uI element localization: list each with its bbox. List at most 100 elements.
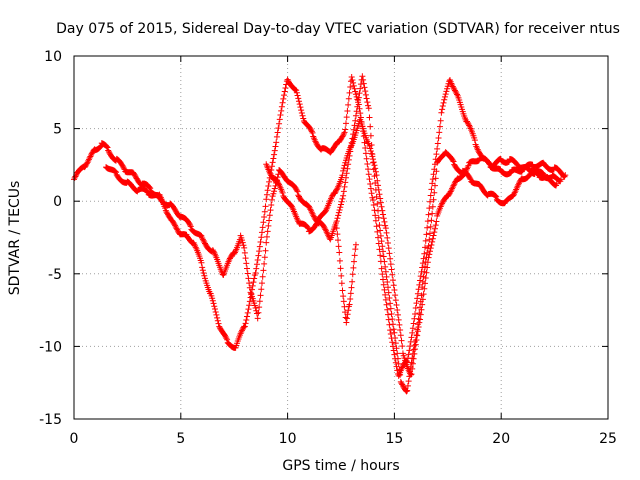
data-point	[293, 89, 300, 96]
data-point	[397, 371, 404, 378]
data-point	[339, 133, 346, 140]
data-point	[294, 188, 301, 195]
data-point	[464, 119, 471, 126]
data-point	[259, 273, 266, 280]
data-point	[407, 371, 414, 378]
data-point	[384, 306, 391, 313]
data-point	[111, 167, 118, 174]
data-point	[377, 252, 384, 259]
data-point	[392, 292, 399, 299]
data-point	[398, 380, 405, 387]
data-point	[344, 107, 351, 114]
data-point	[416, 319, 423, 326]
data-point	[380, 276, 387, 283]
data-point	[263, 196, 270, 203]
data-point	[244, 265, 251, 272]
data-point	[384, 234, 391, 241]
data-point	[272, 143, 279, 150]
data-point	[449, 184, 456, 191]
plot-frame	[73, 55, 609, 420]
data-point	[384, 278, 391, 285]
data-point	[271, 185, 278, 192]
data-point	[246, 284, 253, 291]
data-point	[263, 191, 270, 198]
data-point	[430, 232, 437, 239]
data-point	[280, 95, 287, 102]
data-point	[464, 165, 471, 172]
data-point	[310, 213, 317, 220]
data-point	[432, 175, 439, 182]
data-point	[199, 267, 206, 274]
data-point	[429, 203, 436, 210]
data-point	[359, 73, 366, 80]
data-point	[429, 176, 436, 183]
data-point	[339, 287, 346, 294]
data-point	[336, 206, 343, 213]
data-point	[345, 101, 352, 108]
data-point	[397, 327, 404, 334]
data-point	[340, 298, 347, 305]
data-point	[413, 300, 420, 307]
data-point	[343, 319, 350, 326]
data-point	[389, 321, 396, 328]
data-point	[304, 224, 311, 231]
data-point	[380, 281, 387, 288]
data-point	[431, 225, 438, 232]
data-point	[451, 86, 458, 93]
data-point	[209, 297, 216, 304]
data-point	[323, 227, 330, 234]
data-point	[201, 272, 208, 279]
data-point	[421, 250, 428, 257]
data-point	[250, 279, 257, 286]
data-point	[349, 278, 356, 285]
data-point	[429, 210, 436, 217]
data-point	[376, 222, 383, 229]
data-point	[262, 203, 269, 210]
data-point	[170, 220, 177, 227]
data-point	[511, 191, 518, 198]
data-point	[266, 212, 273, 219]
data-point	[264, 187, 271, 194]
data-point	[261, 208, 268, 215]
data-point	[271, 151, 278, 158]
data-point	[399, 343, 406, 350]
data-point	[380, 248, 387, 255]
data-point	[340, 293, 347, 300]
data-point	[434, 140, 441, 147]
data-point	[388, 266, 395, 273]
data-point	[410, 320, 417, 327]
data-point	[278, 103, 285, 110]
data-point	[271, 147, 278, 154]
data-point	[335, 209, 342, 216]
data-point	[355, 99, 362, 106]
data-point	[307, 206, 314, 213]
data-point	[414, 328, 421, 335]
y-tick-label: -15	[39, 412, 62, 428]
data-point	[338, 272, 345, 279]
data-point	[352, 88, 359, 95]
data-point	[486, 160, 493, 167]
data-point	[266, 217, 273, 224]
data-point	[412, 341, 419, 348]
data-point	[343, 114, 350, 121]
data-point	[341, 129, 348, 136]
data-point	[265, 183, 272, 190]
x-tick-label: 10	[279, 431, 297, 447]
data-point	[384, 311, 391, 318]
data-point	[448, 187, 455, 194]
data-point	[306, 204, 313, 211]
data-point	[409, 329, 416, 336]
data-point	[226, 255, 233, 262]
data-point	[433, 151, 440, 158]
data-point	[352, 241, 359, 248]
data-point	[276, 116, 283, 123]
data-point	[252, 305, 259, 312]
data-point	[240, 242, 247, 249]
data-point	[418, 306, 425, 313]
data-point	[385, 316, 392, 323]
data-point	[379, 207, 386, 214]
data-point	[428, 241, 435, 248]
data-point	[223, 335, 230, 342]
data-point	[465, 121, 472, 128]
